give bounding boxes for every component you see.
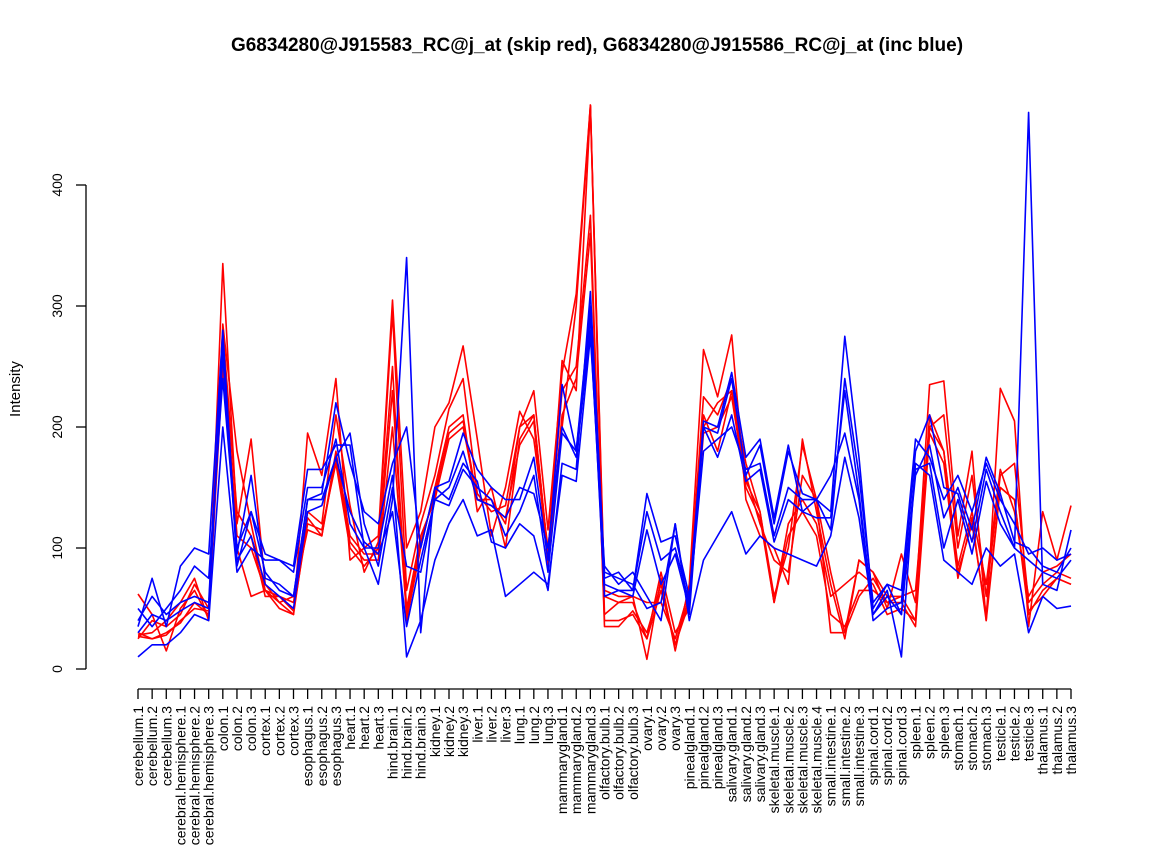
x-tick-label: liver.1 <box>469 706 485 743</box>
x-tick-label: colon.2 <box>229 706 245 751</box>
x-tick-label: olfactory.bulb.3 <box>625 706 641 800</box>
x-tick-label: cerebellum.1 <box>130 706 146 786</box>
x-tick-label: skeletal.muscle.4 <box>809 706 825 814</box>
x-tick-label: spinal.cord.3 <box>893 706 909 786</box>
x-tick-label: lung.1 <box>512 706 528 744</box>
x-tick-label: spinal.cord.1 <box>865 706 881 786</box>
x-tick-label: colon.1 <box>215 706 231 751</box>
x-tick-label: salivary.gland.1 <box>724 706 740 802</box>
x-tick-label: cerebral.hemisphere.1 <box>172 706 188 846</box>
x-tick-label: salivary.gland.2 <box>738 706 754 802</box>
y-tick-label: 400 <box>49 173 65 197</box>
x-tick-label: spleen.1 <box>908 706 924 759</box>
x-tick-label: lung.3 <box>540 706 556 744</box>
x-tick-label: ovary.2 <box>653 706 669 751</box>
x-tick-label: testicle.1 <box>992 706 1008 761</box>
x-tick-label: pinealgland.1 <box>681 706 697 790</box>
y-axis: 0 100 200 300 400 <box>49 173 87 673</box>
y-tick-label: 0 <box>49 665 65 673</box>
x-tick-label: mammarygland.1 <box>554 706 570 814</box>
x-tick-label: cerebral.hemisphere.3 <box>201 706 217 846</box>
x-tick-label: mammarygland.2 <box>568 706 584 814</box>
y-tick-label: 100 <box>49 536 65 560</box>
x-tick-label: kidney.2 <box>441 706 457 757</box>
x-tick-label: ovary.3 <box>667 706 683 751</box>
x-tick-label: skeletal.muscle.2 <box>780 706 796 814</box>
x-tick-label: skeletal.muscle.1 <box>766 706 782 814</box>
x-tick-label: liver.3 <box>498 706 514 743</box>
x-tick-label: stomach.3 <box>978 706 994 771</box>
x-tick-label: thalamus.2 <box>1049 706 1065 775</box>
x-tick-label: spleen.2 <box>922 706 938 759</box>
x-tick-label: colon.3 <box>243 706 259 751</box>
x-tick-label: pinealgland.3 <box>710 706 726 790</box>
x-tick-label: stomach.2 <box>964 706 980 771</box>
x-tick-label: kidney.3 <box>455 706 471 757</box>
x-tick-label: liver.2 <box>483 706 499 743</box>
x-axis: cerebellum.1cerebellum.2cerebellum.3cere… <box>130 688 1079 846</box>
x-tick-label: spleen.3 <box>936 706 952 759</box>
y-tick-label: 200 <box>49 415 65 439</box>
x-tick-label: thalamus.3 <box>1063 706 1079 775</box>
x-tick-label: salivary.gland.3 <box>752 706 768 802</box>
x-tick-label: cortex.3 <box>286 706 302 756</box>
x-tick-label: skeletal.muscle.3 <box>794 706 810 814</box>
x-tick-label: mammarygland.3 <box>582 706 598 814</box>
x-tick-label: spinal.cord.2 <box>879 706 895 786</box>
x-tick-label: heart.3 <box>370 706 386 750</box>
x-tick-label: olfactory.bulb.1 <box>597 706 613 800</box>
x-tick-label: olfactory.bulb.2 <box>611 706 627 800</box>
y-tick-label: 300 <box>49 294 65 318</box>
x-tick-label: cerebellum.3 <box>158 706 174 786</box>
chart-title: G6834280@J915583_RC@j_at (skip red), G68… <box>231 35 963 56</box>
x-tick-label: thalamus.1 <box>1035 706 1051 775</box>
x-tick-label: cerebral.hemisphere.2 <box>187 706 203 846</box>
x-tick-label: esophagus.3 <box>328 706 344 786</box>
x-tick-label: pinealgland.2 <box>695 706 711 790</box>
x-tick-label: kidney.1 <box>427 706 443 757</box>
x-tick-label: small.intestine.1 <box>823 706 839 807</box>
x-tick-label: hind.brain.1 <box>384 706 400 779</box>
x-tick-label: heart.1 <box>342 706 358 750</box>
x-tick-label: esophagus.1 <box>300 706 316 786</box>
x-tick-label: hind.brain.2 <box>399 706 415 779</box>
x-tick-label: esophagus.2 <box>314 706 330 786</box>
x-tick-label: hind.brain.3 <box>413 706 429 779</box>
x-tick-label: stomach.1 <box>950 706 966 771</box>
x-tick-label: cerebellum.2 <box>144 706 160 786</box>
y-axis-label: Intensity <box>7 361 24 417</box>
x-tick-label: lung.2 <box>526 706 542 744</box>
x-tick-label: testicle.3 <box>1021 706 1037 761</box>
x-tick-label: ovary.1 <box>639 706 655 751</box>
plot-area <box>137 104 1072 661</box>
inc-series-line-10 <box>137 329 1072 634</box>
x-tick-label: heart.2 <box>356 706 372 750</box>
x-tick-label: small.intestine.2 <box>837 706 853 807</box>
x-tick-label: cortex.2 <box>271 706 287 756</box>
x-tick-label: small.intestine.3 <box>851 706 867 807</box>
x-tick-label: testicle.2 <box>1006 706 1022 761</box>
x-tick-label: cortex.1 <box>257 706 273 756</box>
